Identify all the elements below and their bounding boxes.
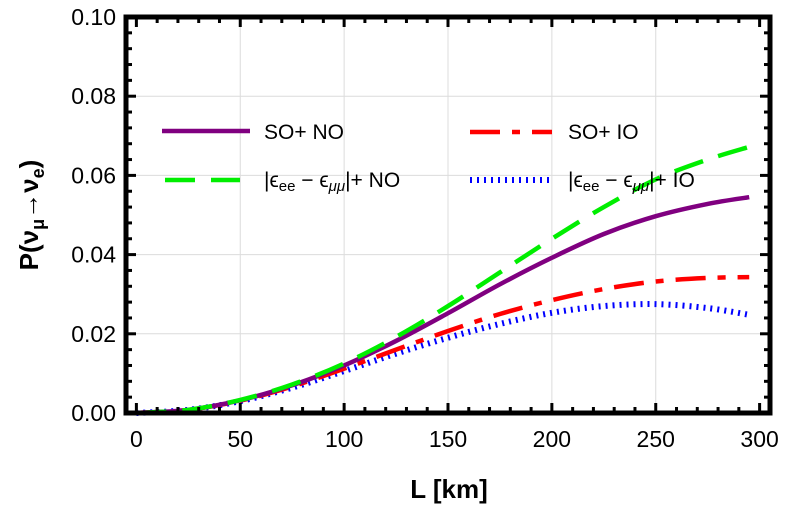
x-tick-label: 50: [227, 426, 253, 452]
y-tick-label: 0.06: [71, 162, 116, 188]
legend-label: |ϵee − ϵμμ|+ NO: [264, 169, 400, 195]
legend-label: SO+ NO: [264, 121, 344, 144]
legend: SO+ NO SO+ IO |ϵee − ϵμμ|+ NO |ϵee − ϵμμ…: [162, 121, 695, 195]
axis-ticks: [126, 15, 770, 415]
curve-solid: [136, 194, 750, 416]
x-tick-label: 0: [130, 426, 143, 452]
x-tick-label: 100: [325, 426, 363, 452]
y-tick-label: 0.08: [71, 83, 116, 109]
legend-item-so-no: SO+ NO: [162, 121, 344, 144]
y-tick-label: 0.02: [71, 321, 116, 347]
curve-dashdot: [136, 274, 750, 416]
curve-dotted: [136, 301, 750, 416]
legend-item-nsi-no: |ϵee − ϵμμ|+ NO: [165, 169, 400, 195]
x-tick-label: 150: [429, 426, 467, 452]
y-tick-label: 0.10: [71, 4, 116, 30]
legend-label: SO+ IO: [568, 121, 639, 144]
x-tick-label: 300: [740, 426, 778, 452]
curve-dashed: [136, 144, 750, 416]
legend-label: |ϵee − ϵμμ|+ IO: [568, 169, 695, 195]
x-tick-labels: 0 50 100 150 200 250 300: [130, 426, 779, 452]
x-axis-title: L [km]: [410, 474, 488, 504]
y-tick-label: 0.04: [71, 242, 116, 268]
plot-curves: [136, 144, 750, 416]
y-tick-label: 0.00: [71, 400, 116, 426]
x-tick-label: 250: [637, 426, 675, 452]
grid: [126, 17, 770, 413]
y-tick-labels: 0.00 0.02 0.04 0.06 0.08 0.10: [71, 4, 116, 426]
y-axis-title: P(νμ→νe): [14, 160, 48, 271]
x-tick-label: 200: [533, 426, 571, 452]
legend-item-so-io: SO+ IO: [470, 121, 639, 144]
legend-item-nsi-io: |ϵee − ϵμμ|+ IO: [470, 169, 695, 195]
